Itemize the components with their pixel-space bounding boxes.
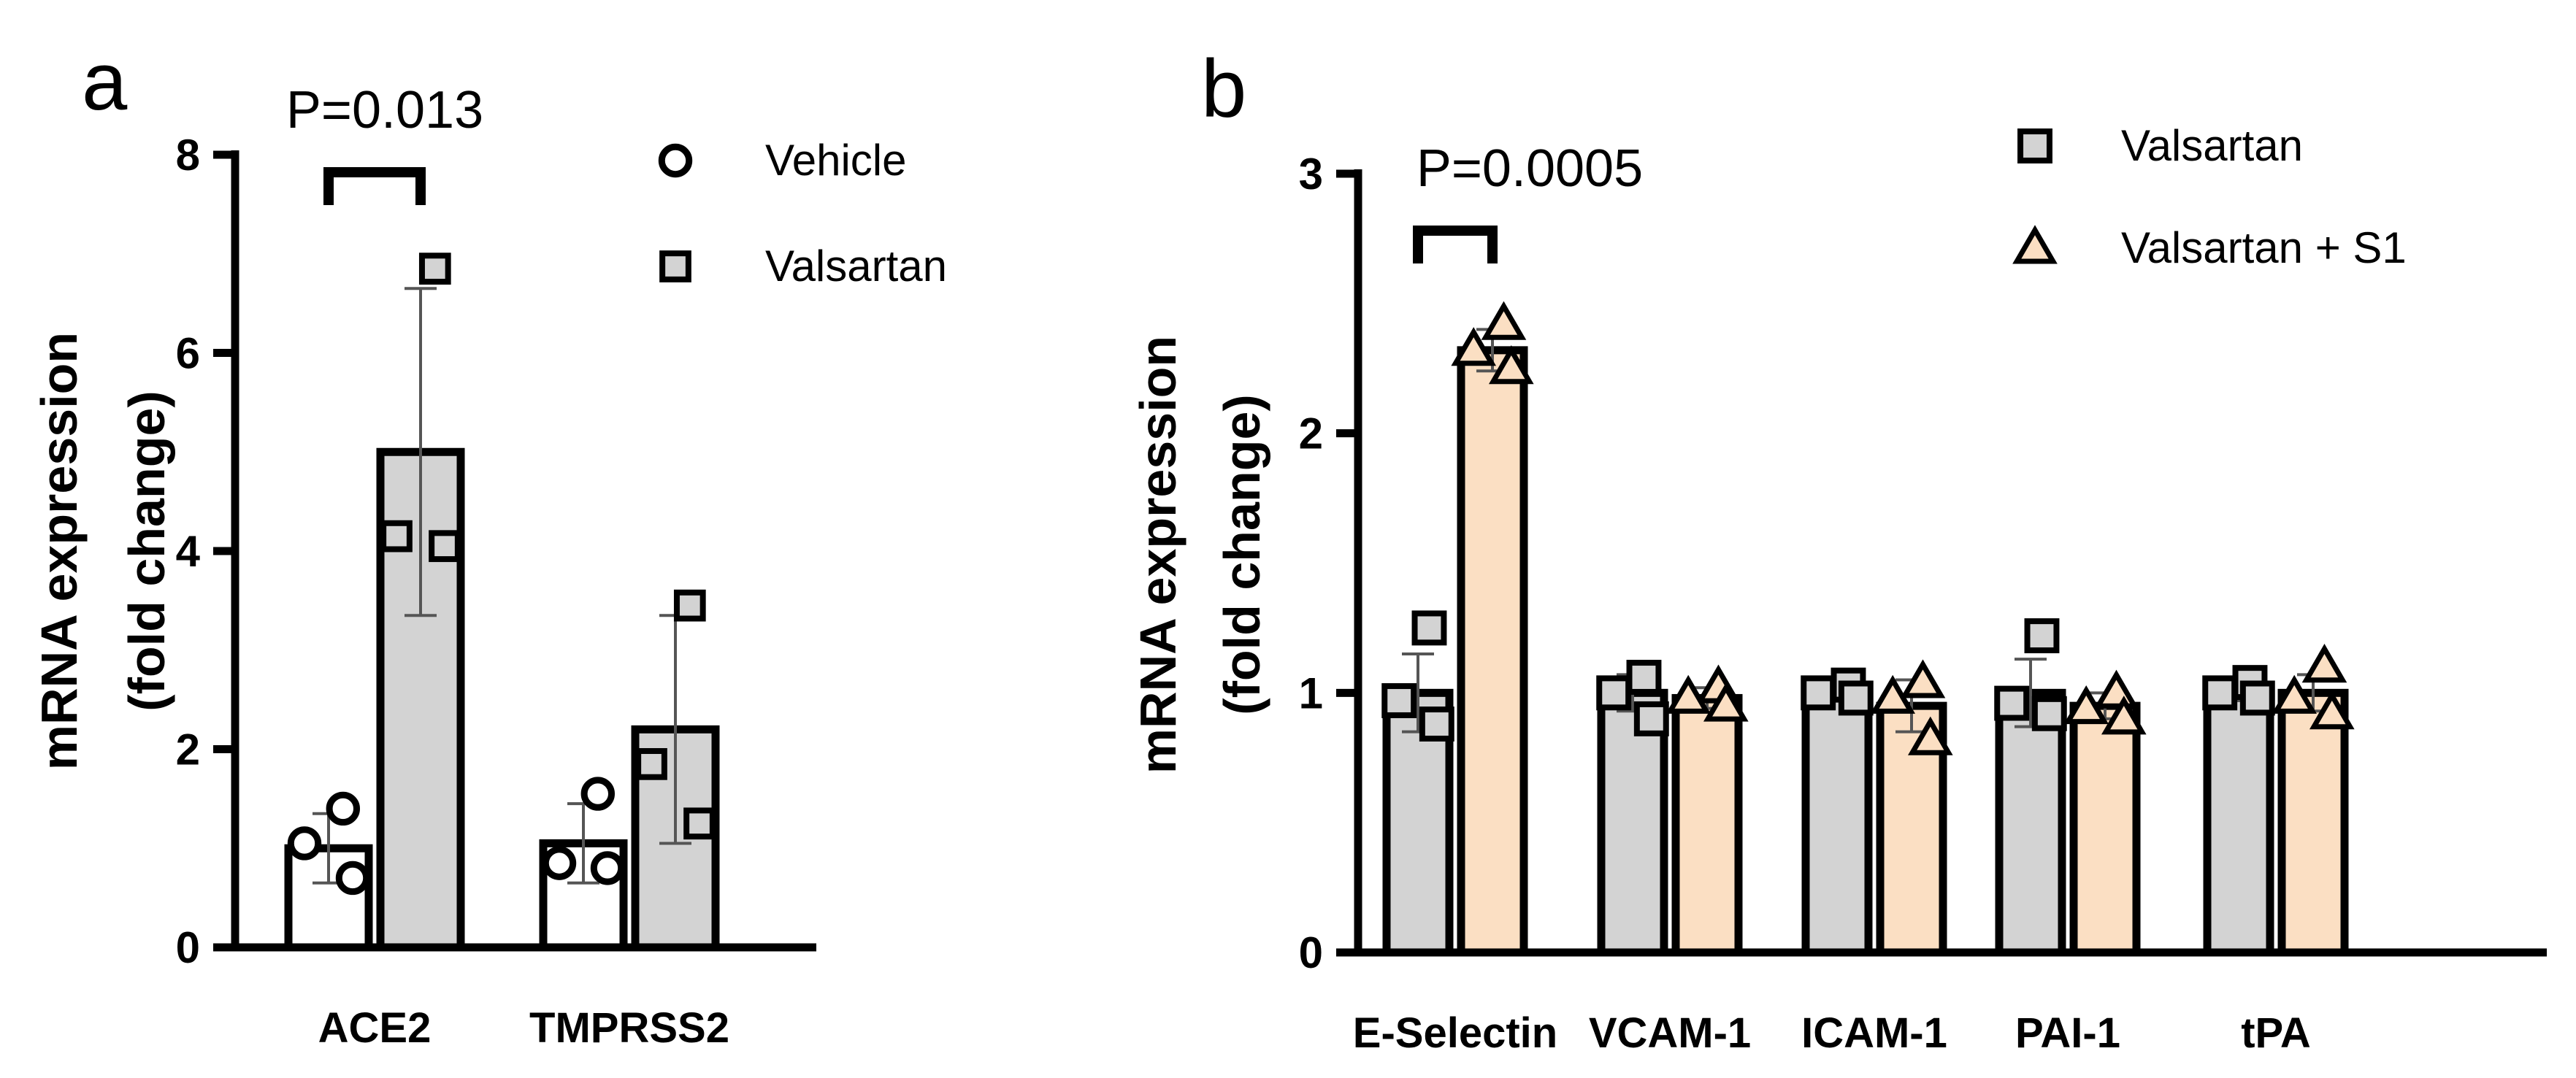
data-point bbox=[2309, 690, 2355, 730]
p-value-label: P=0.0005 bbox=[1417, 139, 1643, 198]
panel-a: a mRNA expression (fold change) 0 2 4 6 8 ACE2 TM… bbox=[31, 36, 947, 1052]
x-tick-label: VCAM-1 bbox=[1589, 1009, 1751, 1057]
data-point bbox=[673, 589, 706, 622]
x-tick-label: PAI-1 bbox=[2015, 1009, 2120, 1057]
bar bbox=[2277, 688, 2349, 957]
data-point bbox=[580, 777, 615, 811]
data-point bbox=[1481, 301, 1527, 340]
data-point bbox=[1633, 701, 1669, 736]
x-tick-label: TMPRSS2 bbox=[529, 1004, 729, 1052]
data-point bbox=[1900, 659, 1946, 698]
y-axis-label: mRNA expression bbox=[1130, 336, 1187, 774]
data-point bbox=[683, 807, 716, 840]
y-tick-label: 2 bbox=[176, 725, 200, 774]
data-point bbox=[326, 791, 360, 826]
legend-marker bbox=[658, 143, 693, 178]
data-point bbox=[2063, 685, 2109, 725]
legend-label: Valsartan + S1 bbox=[2121, 223, 2407, 272]
legend-marker bbox=[2017, 128, 2052, 163]
data-point bbox=[429, 530, 461, 563]
x-tick-label: tPA bbox=[2241, 1009, 2311, 1057]
data-point bbox=[1381, 683, 1417, 718]
data-point bbox=[2272, 674, 2318, 714]
data-point bbox=[1801, 675, 1836, 711]
panel-letter: b bbox=[1201, 43, 1246, 134]
data-point bbox=[635, 748, 667, 780]
y-tick-label: 8 bbox=[176, 131, 200, 180]
data-point bbox=[1626, 660, 1662, 695]
y-tick-label: 3 bbox=[1299, 150, 1323, 199]
data-point bbox=[2239, 680, 2275, 716]
y-axis-label-units: (fold change) bbox=[118, 390, 175, 711]
data-point bbox=[1907, 716, 1953, 755]
y-tick-label: 1 bbox=[1299, 669, 1323, 717]
data-point bbox=[590, 851, 625, 885]
x-tick-label: ACE2 bbox=[318, 1004, 432, 1052]
y-tick-label: 0 bbox=[1299, 928, 1323, 977]
x-tick-label: ICAM-1 bbox=[1801, 1009, 1947, 1057]
data-point bbox=[542, 846, 577, 880]
data-point bbox=[2101, 696, 2147, 735]
bar bbox=[1457, 346, 1528, 957]
panel-letter: a bbox=[82, 36, 128, 127]
data-point bbox=[1451, 327, 1497, 366]
legend-label: Valsartan bbox=[765, 242, 947, 290]
x-tick-label: E-Selectin bbox=[1353, 1009, 1557, 1057]
data-point bbox=[2031, 696, 2067, 731]
legend-label: Valsartan bbox=[2121, 121, 2303, 170]
y-tick-label: 6 bbox=[176, 329, 200, 378]
bar bbox=[1995, 688, 2066, 957]
data-point bbox=[1994, 685, 2030, 721]
data-point bbox=[1665, 674, 1711, 714]
data-point bbox=[287, 826, 322, 861]
y-axis-label-units: (fold change) bbox=[1214, 394, 1270, 715]
bar bbox=[1801, 688, 1873, 957]
data-point bbox=[1419, 707, 1454, 742]
p-value-label: P=0.013 bbox=[286, 81, 483, 139]
data-point bbox=[335, 861, 370, 896]
y-tick-label: 2 bbox=[1299, 409, 1323, 458]
data-point bbox=[380, 520, 413, 553]
data-point bbox=[2093, 669, 2139, 709]
bar bbox=[2203, 688, 2274, 957]
panel-b: b mRNA expression (fold change) 0 1 2 3 E-Selec… bbox=[1130, 43, 2547, 1057]
legend-label: Vehicle bbox=[765, 136, 906, 185]
y-tick-label: 4 bbox=[176, 527, 201, 576]
data-point bbox=[418, 253, 451, 285]
significance-bracket bbox=[323, 167, 426, 205]
legend-marker bbox=[2012, 225, 2058, 264]
legend-marker bbox=[659, 250, 691, 282]
data-point bbox=[2024, 618, 2060, 654]
y-tick-label: 0 bbox=[176, 923, 200, 972]
significance-bracket bbox=[1413, 226, 1498, 263]
data-point bbox=[1488, 345, 1534, 385]
data-point bbox=[1838, 680, 1874, 716]
data-point bbox=[1411, 610, 1447, 646]
data-point bbox=[2202, 675, 2238, 711]
y-axis-label: mRNA expression bbox=[31, 332, 88, 770]
data-point bbox=[1870, 674, 1916, 714]
bar bbox=[2069, 701, 2141, 957]
bar bbox=[1671, 693, 1743, 957]
data-point bbox=[1596, 675, 1632, 711]
data-point bbox=[1703, 682, 1749, 722]
data-point bbox=[2301, 644, 2347, 683]
